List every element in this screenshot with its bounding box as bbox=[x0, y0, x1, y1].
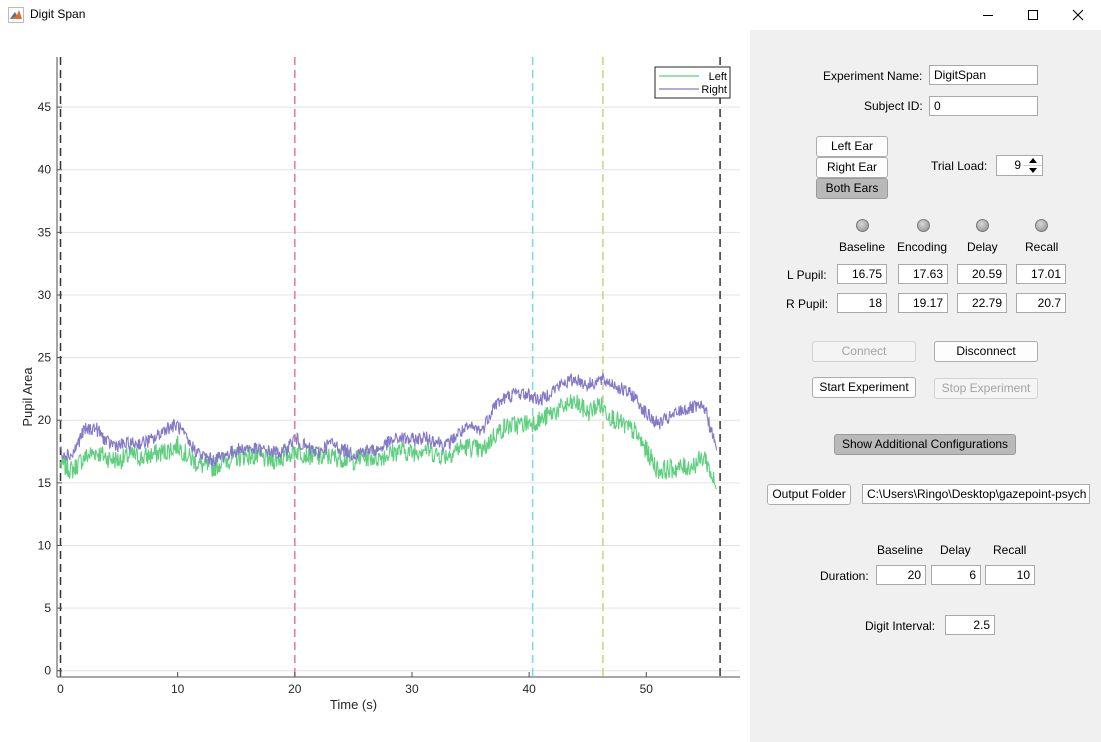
x-tick-label: 0 bbox=[57, 682, 64, 696]
x-axis-label: Time (s) bbox=[330, 697, 377, 712]
left-pupil-label: L Pupil: bbox=[787, 268, 827, 282]
phase-header-recall: Recall bbox=[1025, 240, 1059, 254]
right-pupil-baseline[interactable]: 18 bbox=[837, 293, 887, 313]
caret-down-icon bbox=[1029, 168, 1037, 173]
baseline-status-lamp bbox=[856, 219, 869, 232]
delay-status-lamp bbox=[976, 219, 989, 232]
y-tick-label: 0 bbox=[44, 664, 51, 678]
experiment-name-label: Experiment Name: bbox=[823, 69, 923, 83]
legend-box bbox=[654, 66, 731, 99]
right-pupil-label: R Pupil: bbox=[786, 297, 829, 311]
digit-interval-label: Digit Interval: bbox=[865, 619, 936, 633]
output-path-field[interactable]: C:\Users\Ringo\Desktop\gazepoint-psych bbox=[862, 484, 1090, 504]
y-tick-label: 35 bbox=[38, 225, 52, 239]
connect-button[interactable]: Connect bbox=[812, 341, 916, 362]
close-icon bbox=[1072, 9, 1084, 21]
matlab-logo-icon bbox=[8, 7, 24, 23]
phase-header-encoding: Encoding bbox=[897, 240, 948, 254]
minimize-button[interactable] bbox=[965, 0, 1011, 30]
left-pupil-baseline[interactable]: 16.75 bbox=[837, 264, 887, 284]
y-tick-label: 20 bbox=[38, 413, 52, 427]
left-pupil-delay[interactable]: 20.59 bbox=[957, 264, 1007, 284]
trial-load-value: 9 bbox=[1014, 158, 1021, 172]
disconnect-button[interactable]: Disconnect bbox=[934, 341, 1038, 362]
y-tick-label: 5 bbox=[44, 601, 51, 615]
legend-label-right: Right bbox=[701, 84, 727, 96]
maximize-button[interactable] bbox=[1010, 0, 1056, 30]
spinner-down-button[interactable] bbox=[1024, 166, 1042, 175]
pupil-area-chart: 0 5 10 15 20 25 30 35 40 45 0 10 20 30 40 50 Time (s) Pup… bbox=[20, 57, 740, 712]
x-tick-label: 50 bbox=[640, 682, 654, 696]
subject-id-label: Subject ID: bbox=[864, 99, 923, 113]
encoding-status-lamp bbox=[917, 219, 930, 232]
phase-header-baseline: Baseline bbox=[839, 240, 886, 254]
right-ear-button[interactable]: Right Ear bbox=[816, 157, 888, 178]
duration-header-baseline: Baseline bbox=[877, 543, 924, 557]
series-line-left bbox=[59, 394, 717, 490]
x-tick-label: 10 bbox=[171, 682, 185, 696]
duration-recall-field[interactable]: 10 bbox=[985, 565, 1035, 585]
x-tick-label: 20 bbox=[288, 682, 302, 696]
y-tick-label: 45 bbox=[38, 100, 52, 114]
close-button[interactable] bbox=[1055, 0, 1101, 30]
y-tick-label: 30 bbox=[38, 288, 52, 302]
recall-status-lamp bbox=[1035, 219, 1048, 232]
x-tick-label: 30 bbox=[405, 682, 419, 696]
spinner-up-button[interactable] bbox=[1024, 156, 1042, 166]
both-ears-button[interactable]: Both Ears bbox=[816, 178, 888, 199]
experiment-name-field[interactable]: DigitSpan bbox=[929, 65, 1038, 85]
duration-header-delay: Delay bbox=[940, 543, 971, 557]
left-pupil-recall[interactable]: 17.01 bbox=[1016, 264, 1066, 284]
phase-header-delay: Delay bbox=[967, 240, 998, 254]
subject-id-field[interactable]: 0 bbox=[929, 96, 1038, 116]
minimize-icon bbox=[983, 15, 993, 16]
y-tick-label: 15 bbox=[38, 476, 52, 490]
digit-interval-field[interactable]: 2.5 bbox=[945, 615, 995, 635]
left-ear-button[interactable]: Left Ear bbox=[816, 136, 888, 157]
stop-experiment-button[interactable]: Stop Experiment bbox=[934, 378, 1038, 399]
duration-header-recall: Recall bbox=[993, 543, 1027, 557]
y-tick-label: 40 bbox=[38, 163, 52, 177]
start-experiment-button[interactable]: Start Experiment bbox=[812, 377, 916, 398]
output-folder-button[interactable]: Output Folder bbox=[767, 484, 851, 505]
right-pupil-encoding[interactable]: 19.17 bbox=[898, 293, 948, 313]
legend-label-left: Left bbox=[709, 71, 727, 83]
caret-up-icon bbox=[1029, 158, 1037, 163]
trial-load-spinner[interactable]: 9 bbox=[996, 155, 1043, 176]
series-line-right bbox=[59, 371, 718, 467]
y-tick-label: 25 bbox=[38, 351, 52, 365]
duration-delay-field[interactable]: 6 bbox=[931, 565, 981, 585]
title-bar: Digit Span bbox=[0, 0, 1101, 30]
right-pupil-delay[interactable]: 22.79 bbox=[957, 293, 1007, 313]
right-pupil-recall[interactable]: 20.7 bbox=[1016, 293, 1066, 313]
left-pupil-encoding[interactable]: 17.63 bbox=[898, 264, 948, 284]
show-additional-configurations-button[interactable]: Show Additional Configurations bbox=[834, 434, 1016, 455]
duration-baseline-field[interactable]: 20 bbox=[876, 565, 926, 585]
plot-panel bbox=[0, 30, 750, 742]
maximize-icon bbox=[1028, 10, 1038, 20]
duration-label: Duration: bbox=[820, 569, 869, 583]
x-tick-label: 40 bbox=[522, 682, 536, 696]
y-axis-label: Pupil Area bbox=[20, 367, 35, 427]
y-tick-label: 10 bbox=[38, 538, 52, 552]
window-title: Digit Span bbox=[30, 7, 86, 21]
trial-load-label: Trial Load: bbox=[931, 159, 988, 173]
